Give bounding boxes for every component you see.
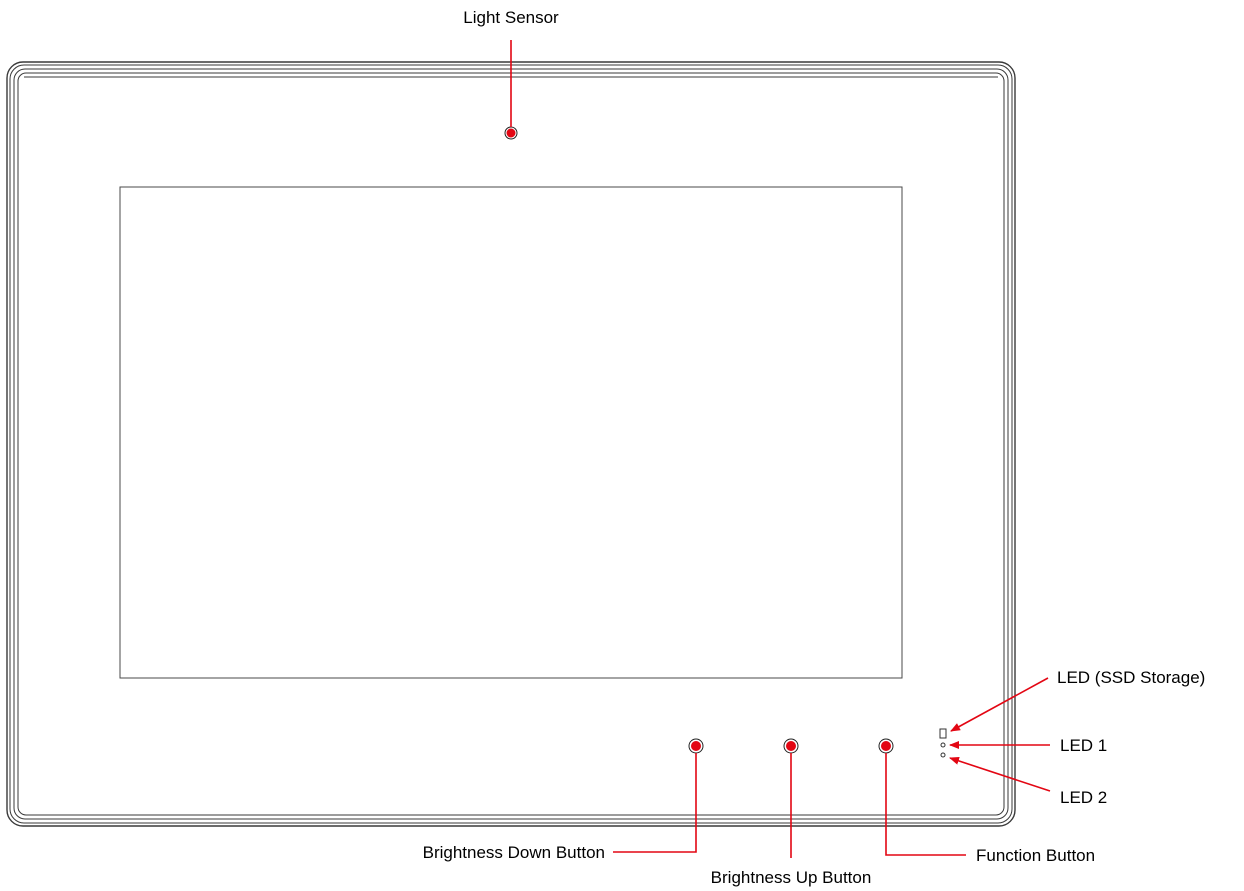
led-1-indicator xyxy=(940,742,946,748)
led-ssd-leader xyxy=(950,677,1049,732)
led-2-leader xyxy=(949,757,1051,792)
brightness-up-label: Brightness Up Button xyxy=(711,868,872,887)
brightness-down-leader xyxy=(613,753,697,853)
led-2-indicator xyxy=(940,752,946,758)
light-sensor xyxy=(504,126,518,140)
function-button xyxy=(878,738,894,754)
light-sensor-label: Light Sensor xyxy=(463,8,559,27)
brightness-down-label: Brightness Down Button xyxy=(423,843,605,862)
led-2-label: LED 2 xyxy=(1060,788,1107,807)
brightness-up-button xyxy=(783,738,799,754)
function-button-label: Function Button xyxy=(976,846,1095,865)
brightness-down-button xyxy=(688,738,704,754)
function-button-leader xyxy=(885,753,966,856)
panel-bezel xyxy=(6,61,1016,827)
display-screen xyxy=(119,186,903,679)
led-ssd-label: LED (SSD Storage) xyxy=(1057,668,1205,687)
led-1-label: LED 1 xyxy=(1060,736,1107,755)
led-ssd-indicator xyxy=(939,728,947,739)
